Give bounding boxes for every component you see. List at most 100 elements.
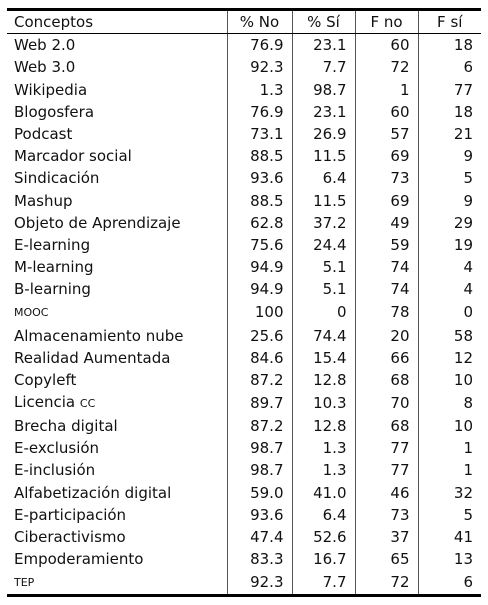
value-cell-f-si: 4 [417,278,481,301]
value-cell-pct-si: 5.1 [291,278,355,301]
concept-label: Empoderamiento [14,550,144,569]
concept-cell: E-learning [7,234,227,256]
value-cell-f-si: 9 [417,145,481,168]
concept-label: Wikipedia [14,80,88,99]
value-cell-f-no: 72 [354,570,418,596]
value-cell-f-si: 12 [417,346,481,369]
concepts-table: Conceptos % No % Sí F no F sí Web 2.0 76.… [7,8,481,598]
value-cell-f-si: 41 [417,525,481,549]
value-cell-pct-si: 12.8 [291,368,355,391]
concept-label: Almacenamiento nube [14,326,184,345]
header-conceptos: Conceptos [7,9,227,35]
concept-cell: Realidad Aumentada [7,347,227,369]
value-cell-pct-si: 10.3 [291,391,355,415]
concept-cell: MOOC [7,300,227,324]
concept-label: E-participación [14,505,127,524]
value-cell-pct-no: 73.1 [226,122,292,146]
concept-cell: E-participación [7,504,227,526]
value-cell-pct-si: 5.1 [291,256,355,279]
table-row: Blogosfera 76.9 23.1 60 18 [7,100,481,123]
value-cell-pct-no: 76.9 [226,100,292,123]
value-cell-pct-si: 26.9 [291,122,355,146]
concept-cell: Wikipedia [7,79,227,101]
value-cell-pct-no: 83.3 [226,548,292,571]
value-cell-f-no: 59 [354,233,418,257]
value-cell-pct-si: 24.4 [291,233,355,257]
value-cell-pct-si: 0 [291,300,355,325]
concept-label: Podcast [14,125,73,144]
concept-label: M-learning [14,258,94,277]
value-cell-f-si: 32 [417,481,481,504]
concept-cell: Mashup [7,190,227,212]
value-cell-pct-no: 88.5 [226,145,292,168]
value-cell-f-si: 18 [417,33,481,57]
value-cell-f-no: 37 [354,525,418,549]
table-row: Ciberactivismo 47.4 52.6 37 41 [7,525,481,549]
value-cell-pct-no: 59.0 [226,481,292,504]
value-cell-pct-no: 100 [226,300,292,325]
value-cell-pct-no: 84.6 [226,346,292,369]
table-row: Web 2.0 76.9 23.1 60 18 [7,33,481,57]
table-row: M-learning 94.9 5.1 74 4 [7,256,481,279]
value-cell-f-no: 57 [354,122,418,146]
value-cell-f-si: 19 [417,233,481,257]
value-cell-f-no: 70 [354,391,418,415]
value-cell-f-no: 46 [354,481,418,504]
value-cell-f-si: 58 [417,324,481,347]
concept-label: Copyleft [14,370,77,389]
value-cell-f-si: 6 [417,570,481,596]
concept-cell: E-inclusión [7,459,227,481]
table-row: E-learning 75.6 24.4 59 19 [7,233,481,257]
value-cell-pct-no: 98.7 [226,437,292,460]
table-header-row: Conceptos % No % Sí F no F sí [7,9,481,35]
table-row: Alfabetización digital 59.0 41.0 46 32 [7,481,481,504]
concept-label: E-learning [14,235,91,254]
concept-cell: B-learning [7,278,227,300]
concept-label: Brecha digital [14,417,118,436]
value-cell-pct-si: 52.6 [291,525,355,549]
table-row: Marcador social 88.5 11.5 69 9 [7,145,481,168]
concept-cell: Almacenamiento nube [7,324,227,346]
header-pct-no: % No [226,9,292,35]
value-cell-pct-no: 62.8 [226,211,292,234]
value-cell-pct-no: 1.3 [226,78,292,101]
concept-label: Alfabetización digital [14,483,172,502]
concept-label: Mashup [14,191,73,210]
concept-cell: Ciberactivismo [7,526,227,548]
value-cell-pct-no: 47.4 [226,525,292,549]
value-cell-f-si: 0 [417,300,481,325]
concept-cell: Marcador social [7,145,227,167]
header-f-no: F no [354,9,418,35]
value-cell-pct-no: 94.9 [226,278,292,301]
concept-label: TEP [14,576,35,590]
value-cell-pct-si: 98.7 [291,78,355,101]
value-cell-f-no: 60 [354,100,418,123]
value-cell-f-si: 4 [417,256,481,279]
concept-cell: Empoderamiento [7,548,227,570]
concept-cell: Objeto de Aprendizaje [7,212,227,234]
table-row: E-inclusión 98.7 1.3 77 1 [7,459,481,482]
value-cell-f-si: 10 [417,415,481,438]
concept-label: Sindicación [14,169,100,188]
value-cell-f-no: 73 [354,503,418,526]
value-cell-f-no: 69 [354,145,418,168]
table-row: TEP 92.3 7.7 72 6 [7,570,481,596]
concept-label: E-inclusión [14,461,96,480]
value-cell-pct-no: 89.7 [226,391,292,415]
value-cell-f-no: 20 [354,324,418,347]
value-cell-pct-si: 74.4 [291,324,355,347]
concept-suffix: CC [79,397,96,410]
table-row: B-learning 94.9 5.1 74 4 [7,278,481,301]
concept-label: Blogosfera [14,102,95,121]
value-cell-f-no: 66 [354,346,418,369]
concept-cell: Brecha digital [7,415,227,437]
concept-label: E-exclusión [14,439,100,458]
table-body: Web 2.0 76.9 23.1 60 18 Web 3.0 92.3 7.7 72 6 Wiki… [7,33,481,596]
value-cell-f-no: 68 [354,415,418,438]
value-cell-pct-si: 7.7 [291,570,355,596]
table-row: Wikipedia 1.3 98.7 1 77 [7,78,481,101]
value-cell-pct-no: 93.6 [226,167,292,190]
value-cell-f-no: 77 [354,437,418,460]
value-cell-pct-no: 75.6 [226,233,292,257]
value-cell-pct-no: 92.3 [226,570,292,596]
